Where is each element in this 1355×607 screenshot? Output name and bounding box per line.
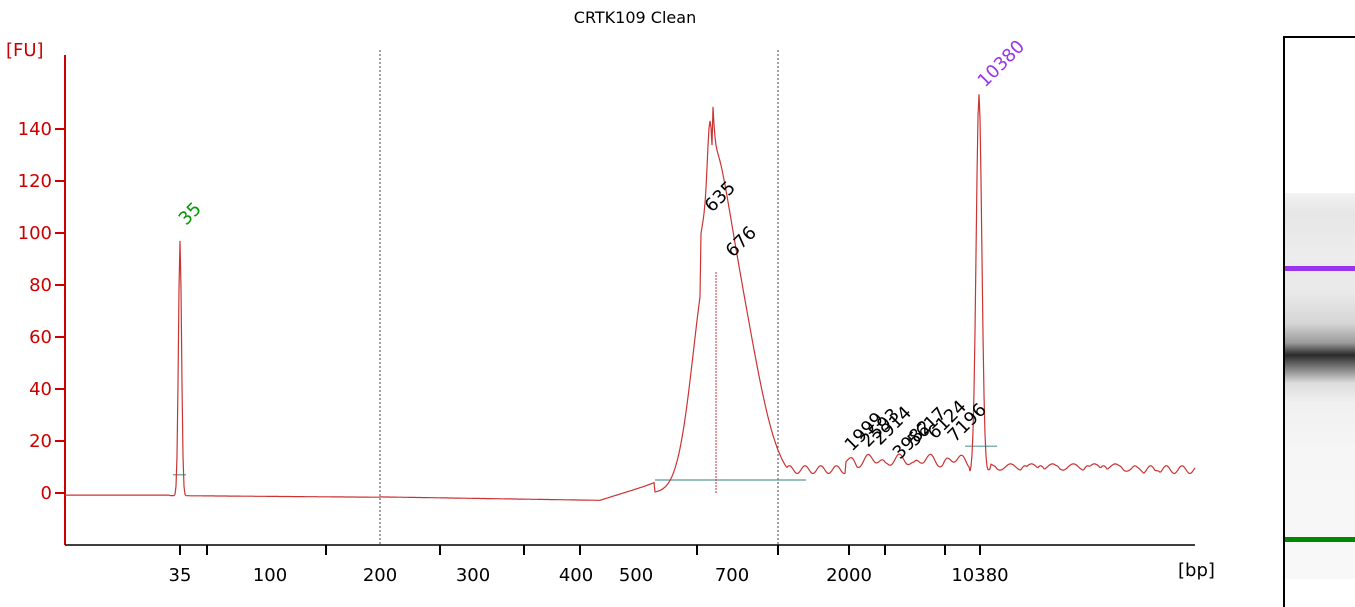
x-tick-label: 2000 xyxy=(826,565,872,586)
x-tick: 400 xyxy=(559,565,593,586)
electropherogram-plot: 0 20 40 60 80 100 120 140 35 100 200 300 400 500 700 20… xyxy=(18,36,1196,586)
x-tick-label: 700 xyxy=(715,565,749,586)
y-tick-label: 0 xyxy=(41,483,52,504)
x-tick-label: 35 xyxy=(169,565,192,586)
x-tick: 10380 xyxy=(951,565,1008,586)
y-tick: 140 xyxy=(18,119,65,140)
x-tick-label: 400 xyxy=(559,565,593,586)
y-tick-label: 40 xyxy=(29,379,52,400)
x-tick-label: 300 xyxy=(456,565,490,586)
y-tick-label: 20 xyxy=(29,431,52,452)
y-tick-label: 100 xyxy=(18,223,52,244)
y-axis-label: [FU] xyxy=(6,40,44,61)
x-tick: 2000 xyxy=(826,565,872,586)
x-tick: 200 xyxy=(363,565,397,586)
gel-marker-band-upper xyxy=(1285,266,1355,271)
x-tick: 300 xyxy=(456,565,490,586)
gel-lane xyxy=(1285,193,1355,579)
y-tick: 60 xyxy=(29,327,65,348)
x-tick: 500 xyxy=(619,565,653,586)
x-tick-label: 10380 xyxy=(951,565,1008,586)
y-tick-label: 120 xyxy=(18,171,52,192)
x-tick-label: 200 xyxy=(363,565,397,586)
x-tick-label: 100 xyxy=(253,565,287,586)
y-tick: 0 xyxy=(41,483,65,504)
y-tick: 120 xyxy=(18,171,65,192)
trace-line xyxy=(65,94,1196,501)
gel-image xyxy=(1283,36,1355,607)
y-tick: 80 xyxy=(29,275,65,296)
baseline-lines xyxy=(173,445,997,481)
y-tick-label: 80 xyxy=(29,275,52,296)
y-tick: 20 xyxy=(29,431,65,452)
x-tick: 700 xyxy=(715,565,749,586)
peak-label: 10380 xyxy=(974,36,1029,91)
peak-label: 676 xyxy=(722,222,761,261)
y-tick: 40 xyxy=(29,379,65,400)
axes: 0 20 40 60 80 100 120 140 35 100 200 300 400 500 700 20… xyxy=(18,50,1195,586)
peak-labels: 35 63567619992593291439825617612471961038… xyxy=(175,36,1029,463)
trace-group xyxy=(65,94,1196,501)
y-tick-label: 60 xyxy=(29,327,52,348)
x-axis-label: [bp] xyxy=(1178,560,1215,581)
y-tick: 100 xyxy=(18,223,65,244)
peak-label: 35 xyxy=(175,198,206,229)
chart-title: CRTK109 Clean xyxy=(573,8,697,27)
x-tick: 35 xyxy=(169,565,192,586)
x-tick: 100 xyxy=(253,565,287,586)
y-tick-label: 140 xyxy=(18,119,52,140)
gel-marker-band-lower xyxy=(1285,537,1355,542)
x-tick-label: 500 xyxy=(619,565,653,586)
